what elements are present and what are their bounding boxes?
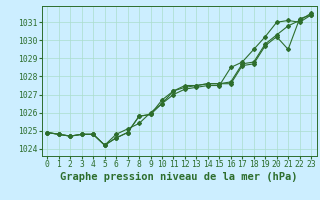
X-axis label: Graphe pression niveau de la mer (hPa): Graphe pression niveau de la mer (hPa) — [60, 172, 298, 182]
